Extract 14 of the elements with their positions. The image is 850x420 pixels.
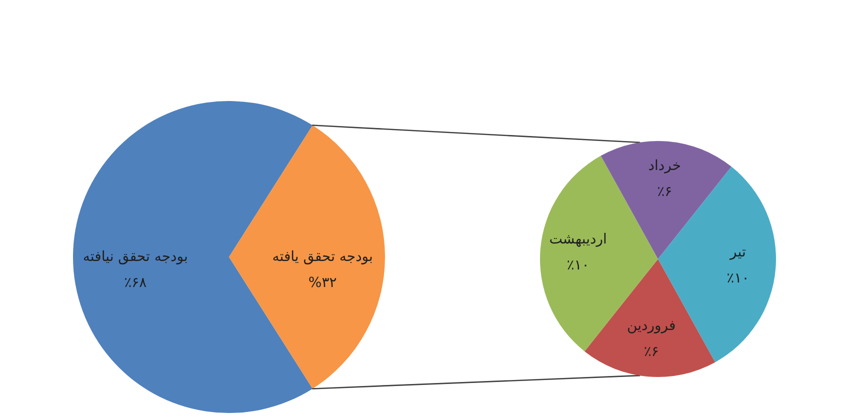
data-label: ٪۶ [644, 344, 659, 360]
slice-label: خرداد [648, 158, 682, 174]
pie-slice [584, 259, 716, 377]
slice-label: فروردین [626, 318, 676, 334]
slice-label: بودجه تحقق نیافته [82, 249, 188, 265]
data-label: ٪۶۸ [124, 275, 148, 291]
slice-label: اردیبهشت [549, 231, 607, 248]
data-label: ٪۱۰ [566, 257, 590, 274]
data-label: ٪۶ [657, 184, 672, 200]
data-label: ٪۱۰ [726, 270, 750, 287]
slice-label: بودجه تحقق یافته [272, 249, 373, 265]
data-label: %۳۲ [308, 275, 337, 291]
slice-label: تیر [729, 244, 746, 261]
pie-slice [229, 125, 385, 389]
